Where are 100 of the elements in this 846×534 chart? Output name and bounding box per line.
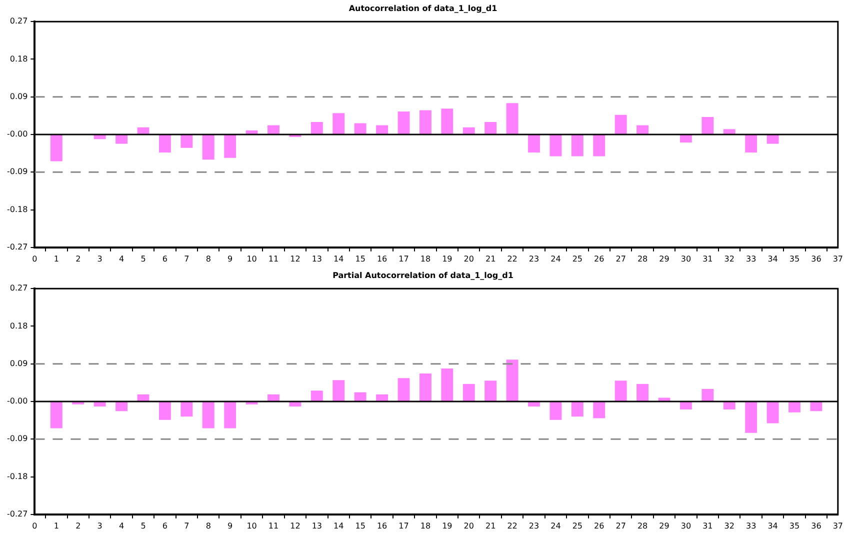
bar [158, 135, 171, 152]
y-tick-label: -0.18 [6, 472, 28, 481]
x-tick-label: 6 [162, 254, 168, 264]
bar [484, 122, 497, 134]
x-tick-label: 24 [550, 254, 561, 264]
bar [702, 116, 714, 134]
x-tick-label: 15 [355, 254, 366, 264]
bar [788, 402, 800, 412]
y-tick-label: -0.18 [6, 204, 28, 214]
bar [310, 122, 323, 134]
y-tick-label: -0.00 [6, 396, 28, 406]
x-tick-label: 17 [398, 254, 409, 264]
x-tick-label: 12 [290, 254, 300, 264]
bar [571, 135, 584, 156]
bar [702, 388, 714, 401]
bar [810, 402, 822, 412]
y-tick-label: 0.27 [10, 284, 28, 293]
bar [116, 402, 128, 412]
x-tick-label: 0 [32, 521, 38, 530]
bar [398, 378, 410, 401]
bar [419, 110, 432, 134]
bar [614, 380, 627, 401]
x-tick-label: 14 [334, 254, 344, 264]
bar [268, 394, 280, 401]
bar [462, 384, 475, 401]
bar [723, 402, 736, 410]
bar [723, 129, 736, 134]
y-tick-label: 0.09 [10, 358, 28, 368]
x-tick-label: 26 [594, 254, 604, 264]
bar [745, 402, 758, 433]
x-tick-label: 19 [442, 521, 452, 530]
y-tick-label: -0.09 [6, 434, 28, 444]
bar [180, 135, 193, 148]
x-tick-label: 33 [746, 254, 756, 264]
bar [332, 113, 345, 134]
x-tick-label: 8 [206, 521, 211, 530]
bar [528, 135, 540, 152]
y-tick-label: 0.18 [10, 54, 28, 64]
x-tick-label: 9 [228, 521, 233, 530]
x-tick-label: 10 [246, 254, 257, 264]
x-tick-label: 16 [376, 521, 388, 530]
x-tick-label: 3 [97, 254, 102, 264]
x-tick-label: 28 [637, 521, 648, 530]
x-tick-label: 11 [268, 254, 279, 264]
x-tick-label: 1 [54, 254, 59, 264]
bar [202, 402, 214, 428]
bar [614, 114, 627, 134]
x-tick-label: 17 [398, 521, 409, 530]
bar [680, 402, 692, 410]
x-tick-label: 23 [528, 254, 540, 264]
x-tick-label: 34 [768, 521, 778, 530]
x-tick-label: 1 [54, 521, 59, 530]
x-tick-label: 37 [832, 521, 844, 530]
x-tick-label: 28 [637, 254, 648, 264]
bar [441, 368, 454, 401]
bar [354, 123, 366, 134]
bar [180, 402, 193, 417]
x-tick-label: 27 [616, 521, 626, 530]
bar [398, 112, 410, 134]
bar [268, 125, 280, 134]
x-tick-label: 18 [420, 254, 431, 264]
x-tick-label: 30 [680, 254, 692, 264]
x-tick-label: 13 [312, 254, 322, 264]
bar [158, 402, 171, 420]
bar [137, 394, 150, 401]
x-tick-label: 15 [355, 521, 366, 530]
y-tick-label: -0.27 [6, 242, 28, 252]
bar [376, 125, 388, 134]
bar [506, 360, 518, 401]
x-tick-label: 37 [832, 254, 844, 264]
x-tick-label: 22 [507, 254, 518, 264]
bar [636, 125, 649, 134]
x-tick-label: 20 [464, 254, 474, 264]
bar [310, 390, 323, 401]
x-tick-label: 31 [702, 521, 713, 530]
x-tick-label: 5 [140, 521, 146, 530]
y-tick-label: -0.27 [6, 509, 28, 518]
x-tick-label: 4 [118, 254, 124, 264]
bar [550, 402, 562, 420]
bar [636, 384, 649, 401]
bar [116, 135, 128, 144]
bar [50, 135, 62, 162]
x-tick-label: 29 [659, 521, 670, 530]
x-tick-label: 32 [724, 521, 734, 530]
x-tick-label: 7 [184, 254, 190, 264]
chart-title: Autocorrelation of data_1_log_d1 [348, 4, 498, 13]
x-tick-label: 35 [789, 254, 800, 264]
bar [50, 402, 62, 428]
x-tick-label: 5 [140, 254, 146, 264]
x-tick-label: 25 [572, 254, 583, 264]
x-tick-label: 16 [376, 254, 388, 264]
bar [332, 380, 345, 401]
x-tick-label: 9 [228, 254, 233, 264]
x-tick-label: 23 [528, 521, 540, 530]
bar [224, 135, 236, 158]
bar [441, 108, 454, 134]
x-tick-label: 26 [594, 521, 604, 530]
bar [224, 402, 236, 428]
x-tick-label: 10 [246, 521, 257, 530]
bar [462, 127, 475, 134]
